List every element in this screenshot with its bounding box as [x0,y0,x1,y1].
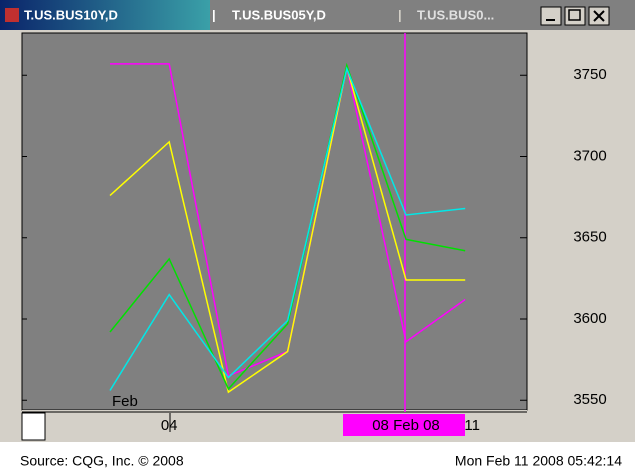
timestamp: Mon Feb 11 2008 05:42:14 [455,453,622,469]
series-line [109,66,466,394]
series-line [109,66,466,391]
minimize-button[interactable] [540,6,562,26]
tab[interactable]: T.US.BUS05Y,D [232,7,326,22]
x-tick-label: 04 [161,417,178,434]
y-tick-label: 3650 [573,229,606,246]
plot-area [21,32,528,411]
y-tick-label: 3700 [573,147,606,164]
tab[interactable]: T.US.BUS0... [417,7,494,22]
x-tick-label: Feb [112,393,138,410]
app-icon [5,8,19,22]
x-tick-label: 11 [464,417,480,434]
active-tab[interactable] [0,0,210,30]
icon [593,10,605,22]
cursor-date-box [343,414,465,436]
source: Source: CQG, Inc. © 2008 [20,453,184,469]
icon [568,9,581,21]
y-tick-label: 3750 [573,66,606,83]
tab-separator: | [398,7,402,22]
x-tick-label: 08 Feb 08 [372,417,440,434]
y-tick-label: 3600 [573,310,606,327]
series-line [109,62,466,391]
window-buttons [540,6,610,26]
tab-separator: | [212,7,216,22]
tab[interactable]: T.US.BUS10Y,D [24,7,118,22]
y-tick-label: 3550 [573,391,606,408]
corner-box [21,412,46,441]
